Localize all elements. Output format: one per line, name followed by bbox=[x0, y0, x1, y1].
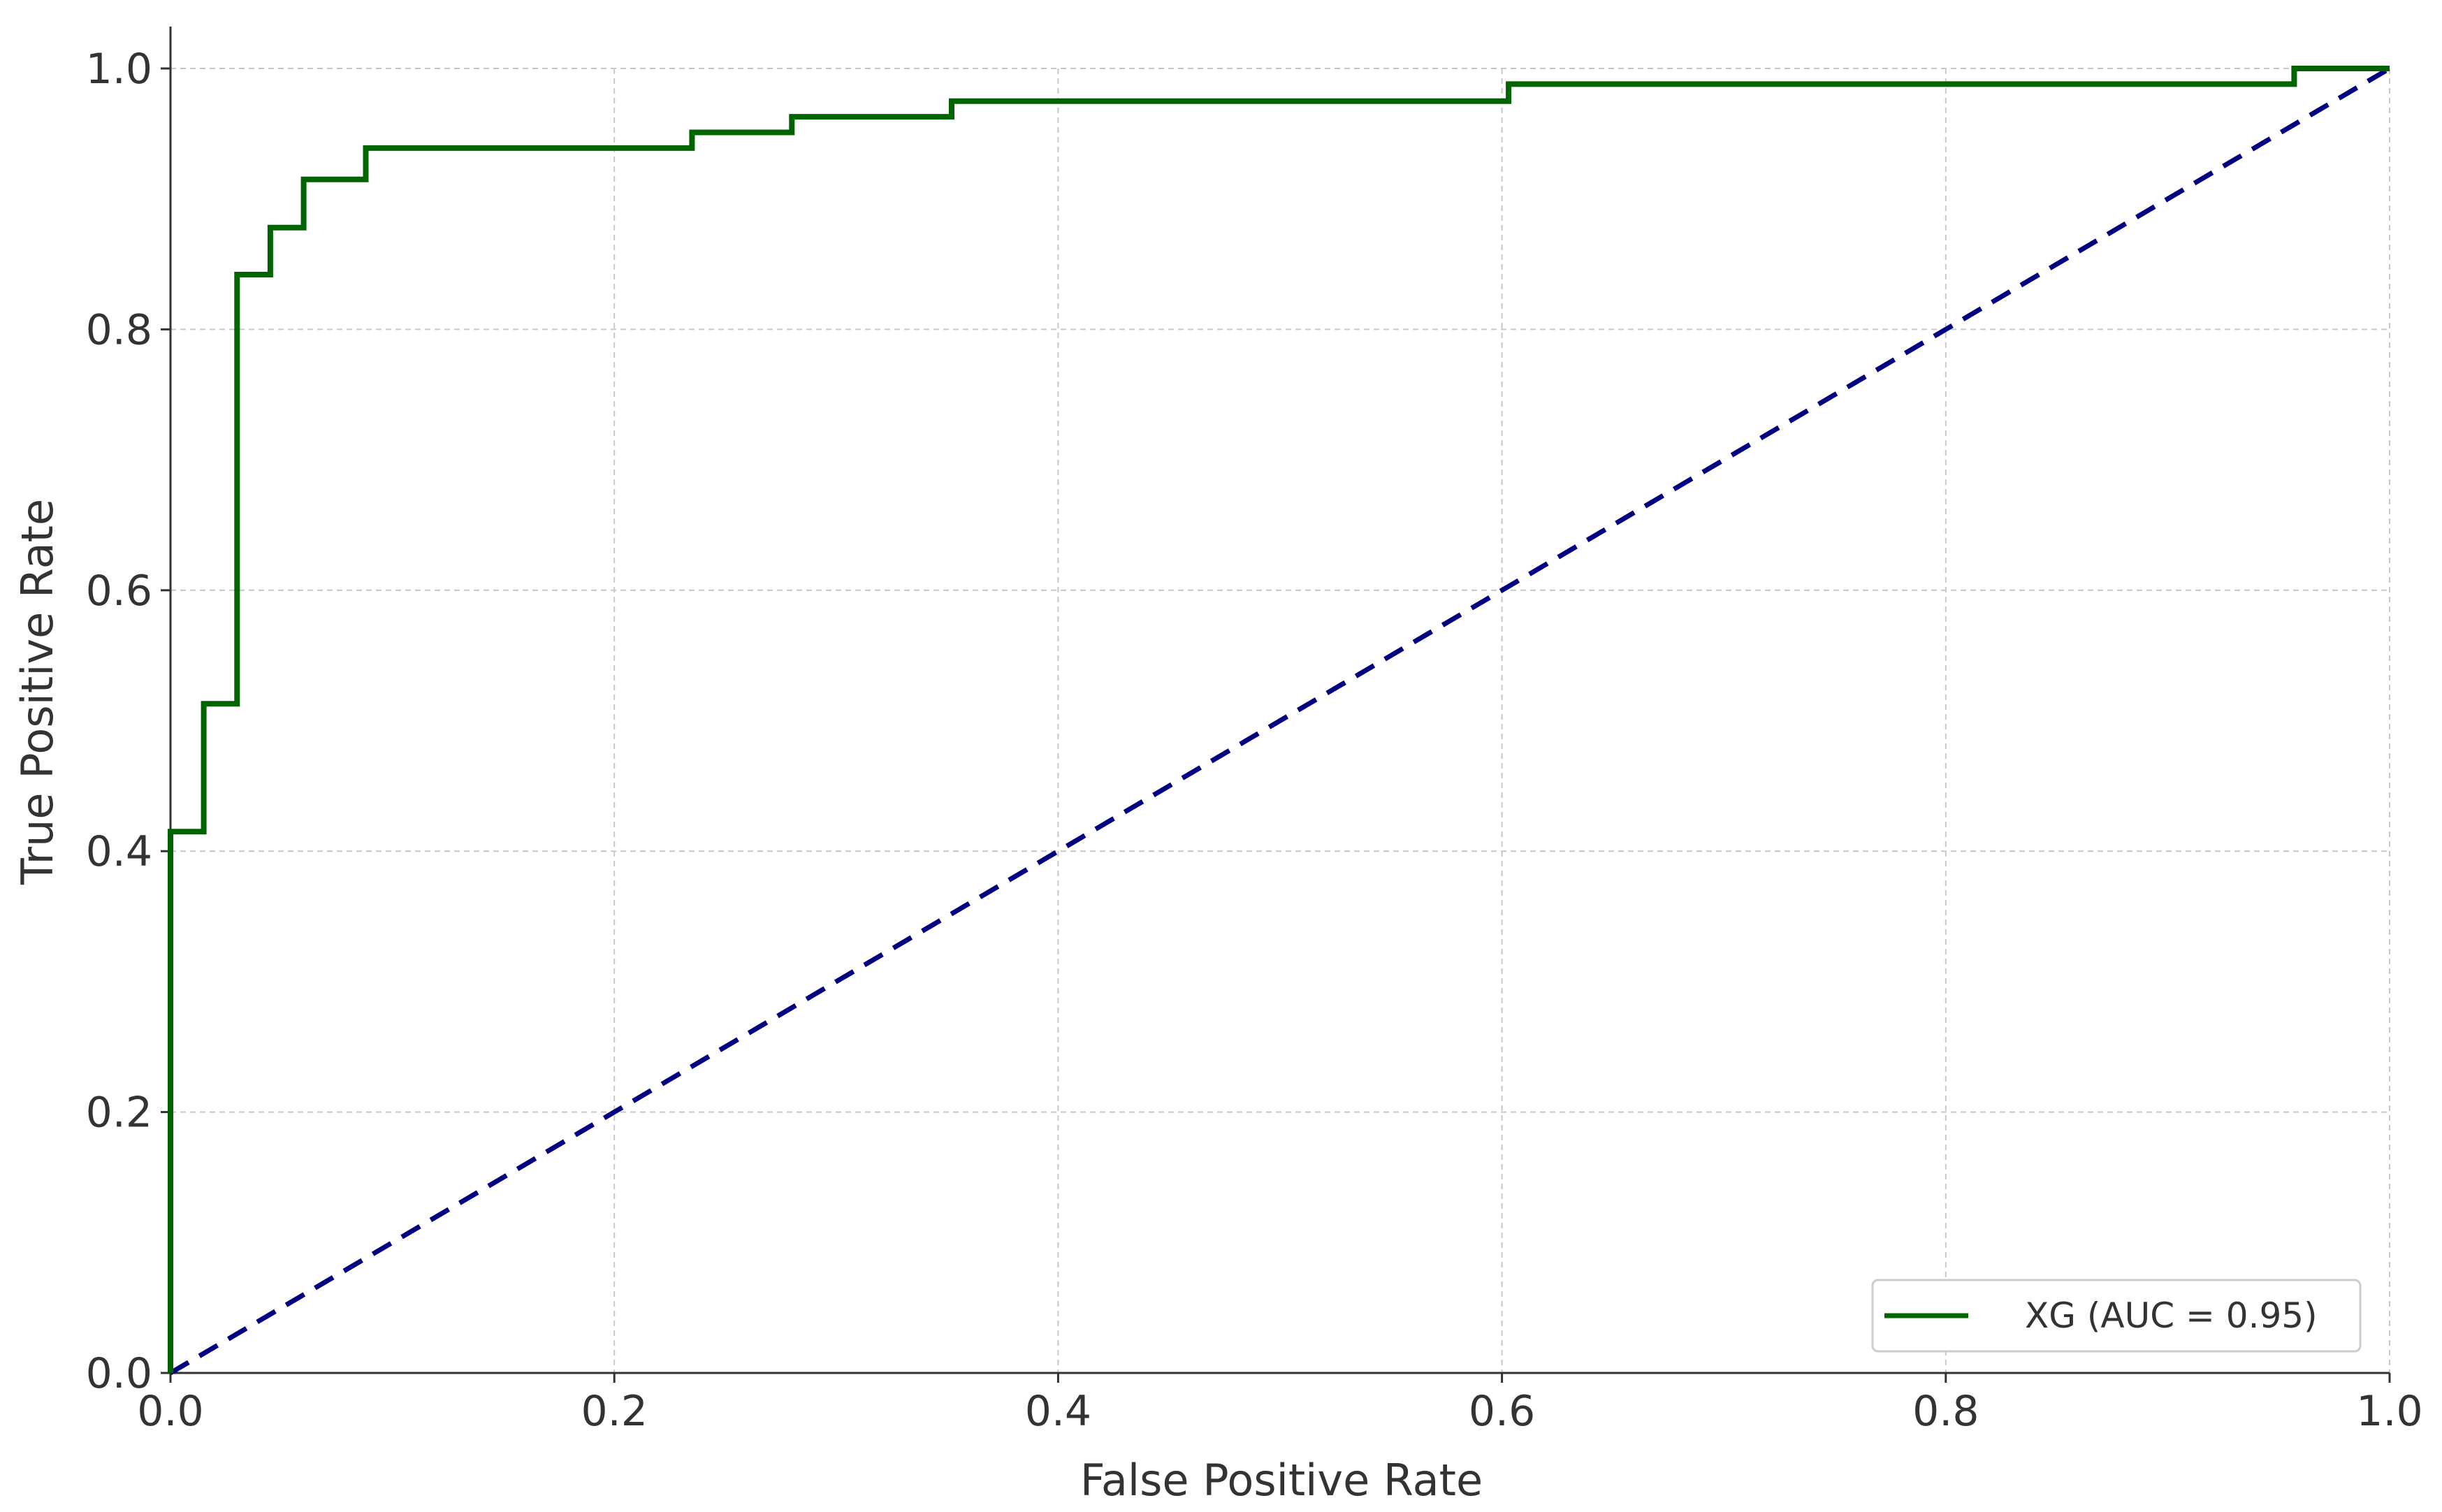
y-tick-label: 0.2 bbox=[86, 1089, 152, 1137]
x-tick-label: 0.0 bbox=[137, 1387, 203, 1436]
grid-lines bbox=[170, 68, 2390, 1373]
legend-label-xg: XG (AUC = 0.95) bbox=[2025, 1295, 2318, 1336]
roc-curve-xg bbox=[168, 66, 2390, 1373]
y-tick-label: 0.0 bbox=[86, 1349, 152, 1398]
x-tick-label: 0.6 bbox=[1469, 1387, 1535, 1436]
x-tick-label: 0.4 bbox=[1025, 1387, 1091, 1436]
x-tick-label: 0.8 bbox=[1912, 1387, 1979, 1436]
y-tick-label: 0.6 bbox=[86, 567, 152, 616]
x-tick-label: 1.0 bbox=[2356, 1387, 2422, 1436]
chance-diagonal-line bbox=[169, 66, 2391, 1376]
y-axis-title: True Positive Rate bbox=[12, 499, 63, 885]
x-tick-label: 0.2 bbox=[581, 1387, 647, 1436]
y-tick-label: 0.8 bbox=[86, 305, 152, 354]
legend-box bbox=[1871, 1279, 2362, 1353]
x-axis-title: False Positive Rate bbox=[1080, 1455, 1483, 1506]
y-tick-label: 0.4 bbox=[86, 827, 152, 876]
y-tick-label: 1.0 bbox=[86, 45, 152, 94]
series-layer bbox=[168, 66, 2391, 1376]
tick-labels: 0.0 0.2 0.4 0.6 0.8 1.0 0.0 0.2 0.4 0.6 0.8 1.0 bbox=[86, 45, 2423, 1436]
legend: XG (AUC = 0.95) bbox=[1871, 1279, 2362, 1353]
